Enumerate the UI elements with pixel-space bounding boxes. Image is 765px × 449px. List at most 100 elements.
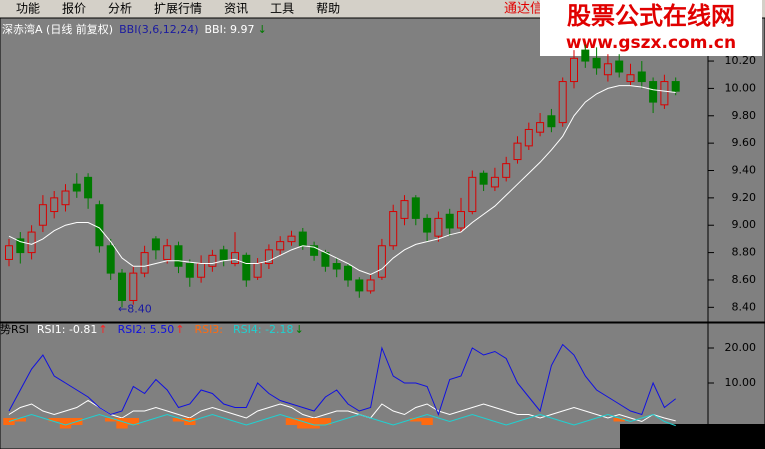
candle-body [287,235,296,243]
candle-body [355,279,364,292]
candle-body [264,249,273,265]
candle-body [411,197,420,219]
rsi-title: 势RSI [0,323,29,336]
candle-body [547,115,556,128]
rsi-legend-trend: ↑ [175,323,184,336]
rsi-bar [421,418,433,425]
candle-body [615,60,624,73]
candle-body [185,263,194,278]
candle-body [197,263,206,278]
candle-body [332,263,341,270]
candle-body [61,190,70,206]
candle-body [445,213,454,229]
candle-body [468,176,477,213]
rsi-bar [319,418,332,425]
candle-body [140,252,149,274]
candle-body [434,217,443,237]
rsi-legend-trend: ↑ [98,323,107,336]
candle-body [570,57,578,83]
watermark-title: 股票公式在线网 [567,2,735,30]
y-tick-label: 9.20 [732,191,757,204]
candle-body [276,241,285,251]
candle-body [400,200,409,219]
candle-body [592,57,601,69]
rsi-tick-label: 10.00 [725,376,757,389]
candle-body [84,176,93,199]
y-tick-label: 8.80 [732,246,757,259]
menu-item[interactable]: 帮助 [316,2,340,16]
price-axis-panel [707,17,765,323]
candle-body [298,231,307,247]
candle-body [502,163,511,178]
y-tick-label: 10.20 [725,54,757,67]
app-name: 通达信 [504,2,543,17]
rsi-bar [59,418,72,429]
candle-body [208,254,217,267]
rsi-legend-label: RSI3: [194,323,223,336]
price-panel [0,17,709,323]
candle-body [558,81,567,124]
candle-body [242,254,251,281]
rsi-bar [297,418,309,429]
candle-body [16,238,25,254]
rsi-bar [285,418,298,425]
candle-body [253,263,262,278]
candle-body [671,81,680,92]
candle-body [95,204,104,247]
candle-body [118,272,126,301]
rsi-legend-label: RSI1: -0.81 [37,323,98,336]
candle-body [310,245,319,256]
candle-body [524,128,533,147]
candle-body [219,249,228,260]
rsi-line [8,399,676,423]
candle-body [72,183,81,192]
menu-item[interactable]: 资讯 [224,2,248,16]
candle-body [106,245,115,274]
candle-body [637,71,646,83]
candle-body [344,265,352,281]
candle-body [231,252,239,265]
bbi-line [8,85,676,276]
y-tick-label: 9.80 [732,109,757,122]
candle-body [321,252,330,267]
rsi-bar [116,418,128,429]
rsi-bar [105,418,117,422]
indicator-trend: ↓ [258,23,267,36]
candle-body [513,142,522,161]
y-tick-label: 8.40 [732,300,757,313]
rsi-bar [14,418,26,422]
candle-body [27,231,36,254]
rsi-bar [308,418,320,429]
indicator-value: BBI: 9.97 [205,23,255,36]
rsi-bar [410,418,422,422]
watermark-url: www.gszx.com.cn [566,33,736,53]
candle-body [174,245,183,267]
y-tick-label: 9.40 [732,164,757,177]
rsi-legend-label: RSI2: 5.50 [118,323,175,336]
candle-body [490,176,499,188]
menu-item[interactable]: 分析 [108,2,132,16]
candle-body [626,74,635,83]
candle-body [649,81,658,103]
indicator-name: BBI(3,6,12,24) [119,23,198,36]
black-box [620,424,765,449]
rsi-bar [172,418,185,422]
candle-body [38,204,47,226]
menu-item[interactable]: 扩展行情 [154,2,202,16]
rsi-panel [0,322,709,449]
rsi-bar [48,418,60,422]
candle-body [603,63,612,76]
candle-body [536,122,545,133]
menu-item[interactable]: 工具 [270,2,294,16]
rsi-legend-label: RSI4: -2.18 [233,323,294,336]
menu-item[interactable]: 功能 [16,2,40,16]
menu-item[interactable]: 报价 [62,1,86,16]
candle-body [163,245,172,260]
rsi-tick-label: 20.00 [725,341,757,354]
y-tick-label: 8.60 [732,273,757,286]
candle-body [129,272,138,301]
rsi-line [8,413,676,427]
candle-body [389,211,398,247]
y-tick-label: 9.60 [732,136,757,149]
